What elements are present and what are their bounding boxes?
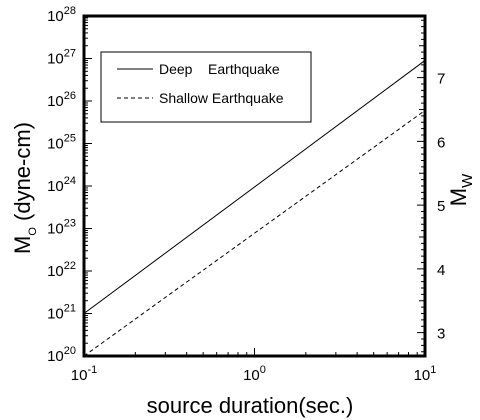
legend-label: Deep Earthquake: [159, 61, 280, 77]
y-tick-label: 1024: [47, 175, 76, 195]
legend-box: [100, 51, 312, 123]
x-tick-label: 10-1: [71, 364, 97, 384]
x-tick-label: 100: [243, 364, 266, 384]
y2-tick-label: 4: [437, 262, 445, 279]
axes: 10-1 100 101 1020 1021 1022 1023 1024 1025 1026 10…: [47, 5, 445, 384]
series-line-shallow: [84, 110, 425, 356]
y-tick-label: 1028: [47, 5, 76, 25]
legend: Deep Earthquake Shallow Earthquake: [100, 51, 312, 123]
y2-tick-label: 5: [437, 198, 445, 215]
y-tick-label: 1023: [47, 218, 76, 238]
y-tick-label: 1027: [47, 48, 76, 68]
y-tick-label: 1021: [47, 303, 76, 323]
y2-tick-label: 6: [437, 134, 445, 151]
series-line-deep: [84, 60, 425, 314]
y-tick-label: 1020: [47, 345, 76, 365]
x-tick-label: 101: [414, 364, 437, 384]
y-axis-title: MO (dyne-cm): [10, 122, 39, 254]
legend-label: Shallow Earthquake: [159, 90, 284, 106]
y-tick-label: 1025: [47, 133, 76, 153]
y2-tick-label: 3: [437, 326, 445, 343]
y2-axis-title: MW: [446, 173, 476, 206]
y-tick-label: 1022: [47, 260, 76, 280]
x-axis-title: source duration(sec.): [147, 393, 354, 418]
plot-area: [84, 60, 425, 356]
y2-tick-label: 7: [437, 71, 445, 88]
y-tick-label: 1026: [47, 90, 76, 110]
